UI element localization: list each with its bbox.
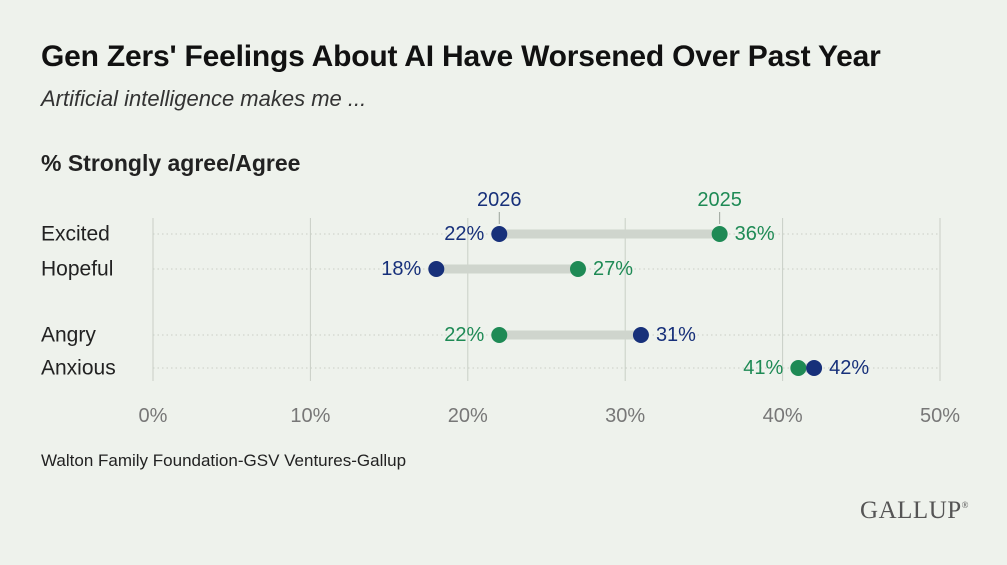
chart-title: Gen Zers' Feelings About AI Have Worsene… [41,40,881,73]
source-note: Walton Family Foundation-GSV Ventures-Ga… [41,451,407,470]
x-tick-label-1: 10% [290,405,330,427]
value-label-2026-0: 22% [444,223,484,245]
value-label-2025-3: 41% [743,357,783,379]
x-tick-label-4: 40% [763,405,803,427]
category-label-excited: Excited [41,223,110,246]
dot-2025-0 [711,226,728,242]
dot-2026-1 [428,261,445,277]
value-label-2026-1: 18% [381,258,421,280]
series-label-2025: 2025 [697,189,742,211]
dot-2025-1 [569,261,586,277]
value-label-2025-0: 36% [735,223,775,245]
dot-2026-3 [806,360,823,376]
gallup-logo: GALLUP® [860,497,969,524]
chart-subtitle: Artificial intelligence makes me ... [41,86,367,111]
category-label-anxious: Anxious [41,357,116,380]
dot-2025-2 [491,327,508,343]
value-label-2025-2: 22% [444,324,484,346]
x-tick-label-0: 0% [139,405,168,427]
value-label-2026-2: 31% [656,324,696,346]
x-tick-label-3: 30% [605,405,645,427]
x-tick-label-5: 50% [920,405,960,427]
value-label-2025-1: 27% [593,258,633,280]
value-label-2026-3: 42% [829,357,869,379]
x-tick-label-2: 20% [448,405,488,427]
dumbbell-chart: 0% 10% 20% 30% 40% 50% Excited Hopeful Angry Anxi… [41,189,960,427]
dot-2026-2 [632,327,649,343]
measure-label: % Strongly agree/Agree [41,150,301,176]
category-label-angry: Angry [41,324,96,347]
dot-2026-0 [491,226,508,242]
dot-2025-3 [790,360,807,376]
series-label-2026: 2026 [477,189,522,211]
category-label-hopeful: Hopeful [41,258,113,281]
